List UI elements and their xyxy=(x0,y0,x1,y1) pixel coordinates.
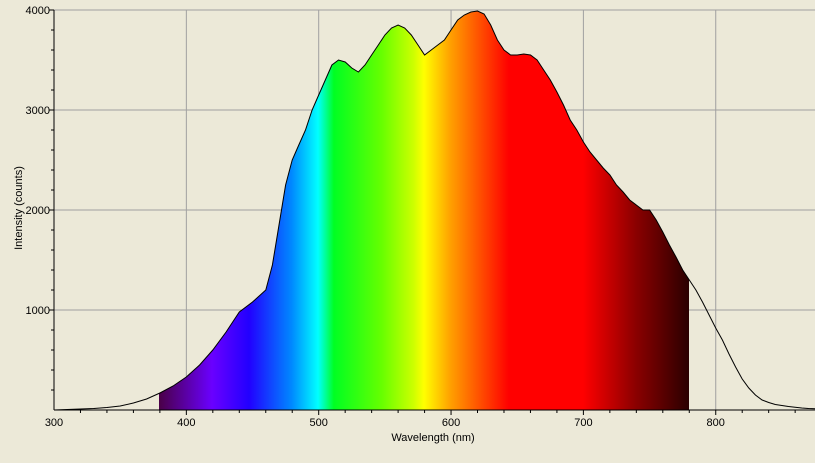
spectrum-line xyxy=(53,10,815,411)
spectrum-area xyxy=(159,11,689,410)
x-tick-label: 800 xyxy=(707,417,725,429)
y-tick-label: 4000 xyxy=(26,5,50,17)
axes: 300 400 500 600 700 800 1000 2000 3000 4000 xyxy=(26,5,815,429)
x-tick-label: 300 xyxy=(45,417,63,429)
y-tick-label: 3000 xyxy=(26,105,50,117)
x-axis-label: Wavelength (nm) xyxy=(391,432,474,444)
spectrum-fill xyxy=(159,11,689,410)
y-tick-label: 1000 xyxy=(26,305,50,317)
x-tick-label: 400 xyxy=(177,417,195,429)
y-axis-label: Intensity (counts) xyxy=(13,166,25,250)
y-tick-label: 2000 xyxy=(26,205,50,217)
x-tick-label: 600 xyxy=(442,417,460,429)
x-tick-label: 500 xyxy=(310,417,328,429)
x-tick-label: 700 xyxy=(574,417,592,429)
spectrum-series-line xyxy=(53,10,815,411)
